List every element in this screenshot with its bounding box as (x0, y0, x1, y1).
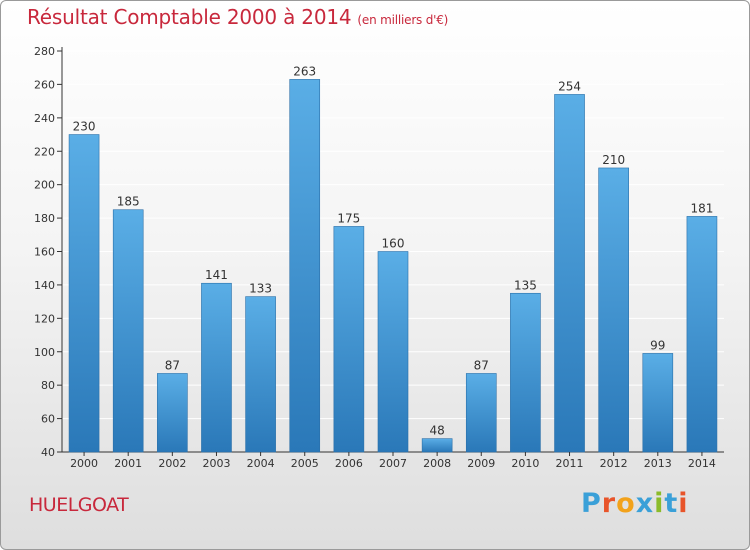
bar (421, 438, 453, 453)
y-tick-label: 60 (41, 413, 55, 426)
data-label: 254 (558, 79, 581, 93)
bar (157, 373, 188, 453)
data-label: 141 (205, 268, 228, 282)
bar (598, 167, 629, 453)
bar (112, 209, 144, 453)
bar (289, 79, 321, 453)
data-label: 99 (650, 338, 665, 352)
bar (68, 134, 100, 453)
data-label: 181 (690, 201, 713, 215)
logo-letter: P (581, 488, 602, 519)
y-tick-label: 260 (34, 78, 55, 91)
y-tick-label: 140 (34, 279, 55, 292)
logo-letter: i (654, 488, 665, 519)
data-label: 87 (165, 358, 180, 372)
chart-title-text: Résultat Comptable 2000 à 2014 (27, 5, 352, 29)
x-tick-label: 2014 (688, 457, 716, 470)
y-tick-label: 80 (41, 379, 55, 392)
bar (686, 216, 718, 453)
x-tick-label: 2008 (423, 457, 451, 470)
data-label: 160 (382, 237, 405, 251)
data-label: 48 (429, 424, 444, 438)
y-tick-label: 200 (34, 179, 55, 192)
bar (642, 353, 674, 453)
logo-letter: i (678, 488, 689, 519)
data-label: 135 (514, 278, 537, 292)
chart-title: Résultat Comptable 2000 à 2014 (en millie… (27, 5, 448, 29)
logo-letter: t (664, 488, 679, 519)
chart-unit: (en milliers d'€) (357, 13, 449, 27)
bar (245, 296, 276, 453)
data-label: 210 (602, 153, 625, 167)
y-tick-label: 280 (34, 45, 55, 58)
x-tick-label: 2012 (600, 457, 628, 470)
x-tick-label: 2006 (335, 457, 363, 470)
logo-letter: x (635, 488, 655, 519)
y-tick-label: 40 (41, 446, 55, 459)
x-tick-label: 2011 (556, 457, 584, 470)
logo-letter: o (616, 488, 636, 519)
x-tick-label: 2007 (379, 457, 407, 470)
x-tick-label: 2000 (70, 457, 98, 470)
y-tick-label: 100 (34, 346, 55, 359)
x-tick-label: 2010 (511, 457, 539, 470)
y-tick-label: 180 (34, 212, 55, 225)
x-tick-label: 2004 (247, 457, 275, 470)
y-tick-label: 160 (34, 246, 55, 259)
x-tick-label: 2009 (467, 457, 495, 470)
location-label: HUELGOAT (29, 494, 129, 516)
y-tick-label: 240 (34, 112, 55, 125)
x-tick-label: 2001 (114, 457, 142, 470)
x-tick-label: 2002 (158, 457, 186, 470)
logo-letter: r (601, 488, 617, 519)
data-label: 185 (117, 195, 140, 209)
x-tick-label: 2013 (644, 457, 672, 470)
bar (465, 373, 497, 453)
data-label: 87 (474, 358, 489, 372)
bar (201, 282, 232, 453)
bar (554, 94, 585, 453)
data-label: 230 (73, 120, 96, 134)
x-tick-label: 2005 (291, 457, 319, 470)
bar (333, 226, 365, 453)
bar (377, 251, 409, 453)
proxiti-logo: Proxiti (581, 488, 689, 519)
data-label: 133 (249, 282, 272, 296)
y-tick-label: 120 (34, 312, 55, 325)
y-tick-label: 220 (34, 145, 55, 158)
data-label: 175 (337, 211, 360, 225)
x-tick-label: 2003 (202, 457, 230, 470)
bar (510, 292, 541, 453)
data-label: 263 (293, 64, 316, 78)
